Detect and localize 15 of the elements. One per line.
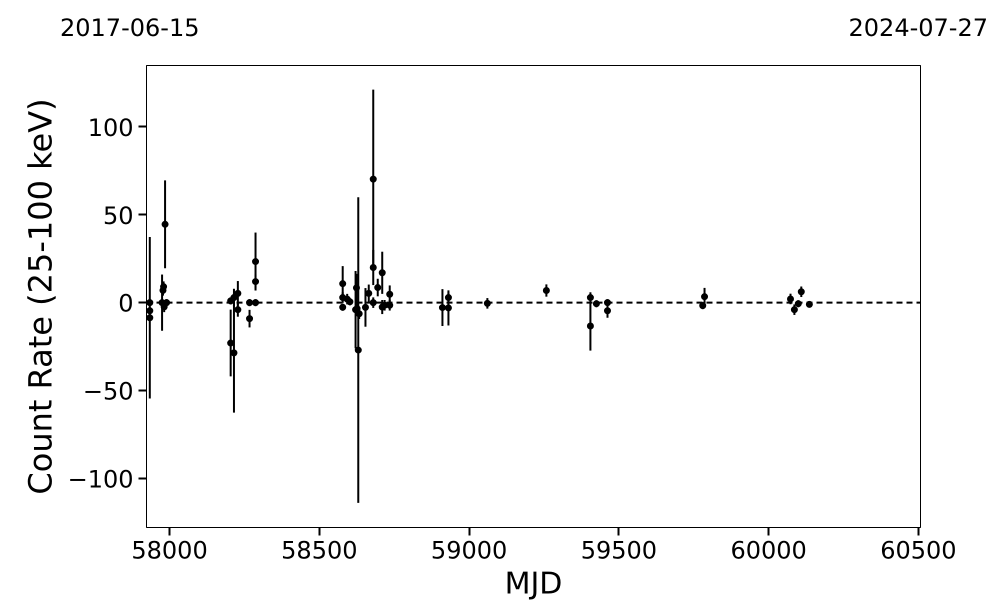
x-tick-label: 58000	[131, 536, 208, 564]
y-tick-label: 0	[118, 290, 134, 318]
y-axis-title: Count Rate (25-100 keV)	[22, 98, 60, 495]
x-tick-label: 59500	[580, 536, 658, 564]
y-tick-label: 50	[102, 202, 134, 230]
text: 2024-07-27	[848, 13, 988, 44]
y-tick-label: −50	[82, 377, 134, 406]
x-tick-label: 58500	[281, 536, 358, 564]
y-tick-label: 100	[88, 114, 134, 142]
text: 2017-06-15	[60, 13, 200, 44]
x-tick-label: 60000	[730, 536, 807, 564]
x-tick-label: 60500	[880, 536, 957, 564]
x-axis-title: MJD	[504, 566, 562, 602]
y-tick-label: −100	[68, 465, 134, 494]
x-tick-label: 59000	[430, 536, 508, 564]
